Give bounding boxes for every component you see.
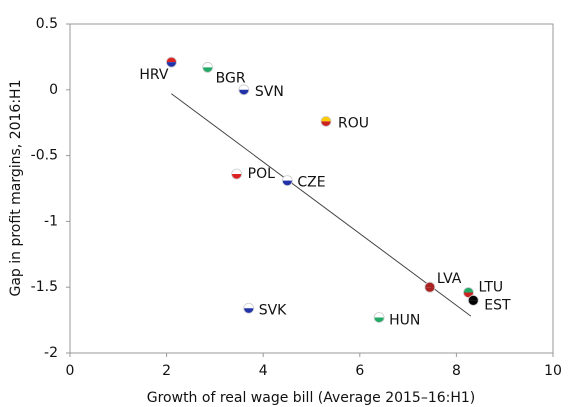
point-label: LTU — [478, 279, 503, 295]
marker-outline — [238, 84, 250, 96]
point-label: CZE — [297, 175, 325, 191]
point-label: ROU — [338, 115, 369, 131]
y-tick-label: -1 — [44, 213, 58, 229]
marker-top — [282, 175, 293, 181]
data-point — [281, 175, 293, 187]
x-axis-title: Growth of real wage bill (Average 2015–1… — [147, 390, 476, 406]
marker-outline — [373, 312, 385, 323]
marker-top — [424, 282, 435, 288]
data-point — [467, 294, 479, 306]
marker-top — [231, 169, 242, 175]
data-point — [243, 302, 255, 314]
x-tick-label: 10 — [544, 363, 562, 379]
data-point — [424, 281, 436, 293]
point-label: LVA — [437, 271, 462, 287]
data-point — [166, 56, 177, 68]
marker-bottom — [468, 300, 479, 306]
marker-top — [202, 62, 213, 68]
marker-bottom — [231, 174, 242, 180]
marker-top — [238, 84, 249, 90]
x-tick-label: 2 — [162, 363, 171, 379]
point-label: BGR — [216, 70, 246, 86]
x-tick-label: 6 — [355, 363, 364, 379]
marker-bottom — [238, 89, 249, 95]
point-label: HRV — [139, 67, 168, 83]
data-point — [373, 312, 385, 323]
marker-top — [166, 57, 177, 63]
x-tick-label: 4 — [259, 363, 268, 379]
marker-outline — [467, 294, 479, 306]
point-label: SVK — [259, 302, 287, 318]
x-tick-label: 8 — [452, 363, 461, 379]
point-label: HUN — [389, 312, 420, 328]
marker-top — [468, 295, 479, 301]
marker-outline — [463, 287, 474, 298]
marker-outline — [281, 175, 293, 187]
marker-top — [320, 116, 331, 122]
x-tick-label: 0 — [66, 363, 75, 379]
y-tick-label: -2 — [44, 345, 58, 361]
y-tick-label: -1.5 — [31, 279, 58, 295]
point-label: SVN — [255, 84, 284, 100]
marker-outline — [424, 281, 436, 293]
marker-top — [463, 287, 474, 293]
marker-outline — [166, 56, 177, 68]
marker-top — [243, 303, 254, 309]
marker-bottom — [243, 308, 254, 314]
marker-outline — [243, 302, 255, 314]
y-tick-label: 0.5 — [36, 16, 58, 32]
trend-line — [171, 93, 472, 317]
y-tick-label: 0 — [49, 82, 58, 98]
marker-outline — [202, 62, 214, 73]
marker-bottom — [424, 287, 435, 293]
point-label: POL — [248, 166, 275, 182]
y-axis-title: Gap in profit margins, 2016:H1 — [8, 80, 24, 297]
marker-bottom — [166, 62, 177, 68]
marker-outline — [231, 168, 243, 180]
data-point — [231, 168, 243, 180]
marker-bottom — [202, 67, 213, 73]
marker-bottom — [320, 121, 331, 127]
data-point — [320, 115, 332, 127]
data-point — [202, 62, 214, 73]
plot-frame — [69, 23, 554, 354]
marker-top — [374, 312, 385, 318]
point-label: EST — [484, 297, 511, 313]
marker-bottom — [374, 317, 385, 323]
y-tick-label: -0.5 — [31, 148, 58, 164]
data-point — [238, 84, 250, 96]
marker-outline — [320, 115, 332, 127]
marker-bottom — [282, 180, 293, 186]
